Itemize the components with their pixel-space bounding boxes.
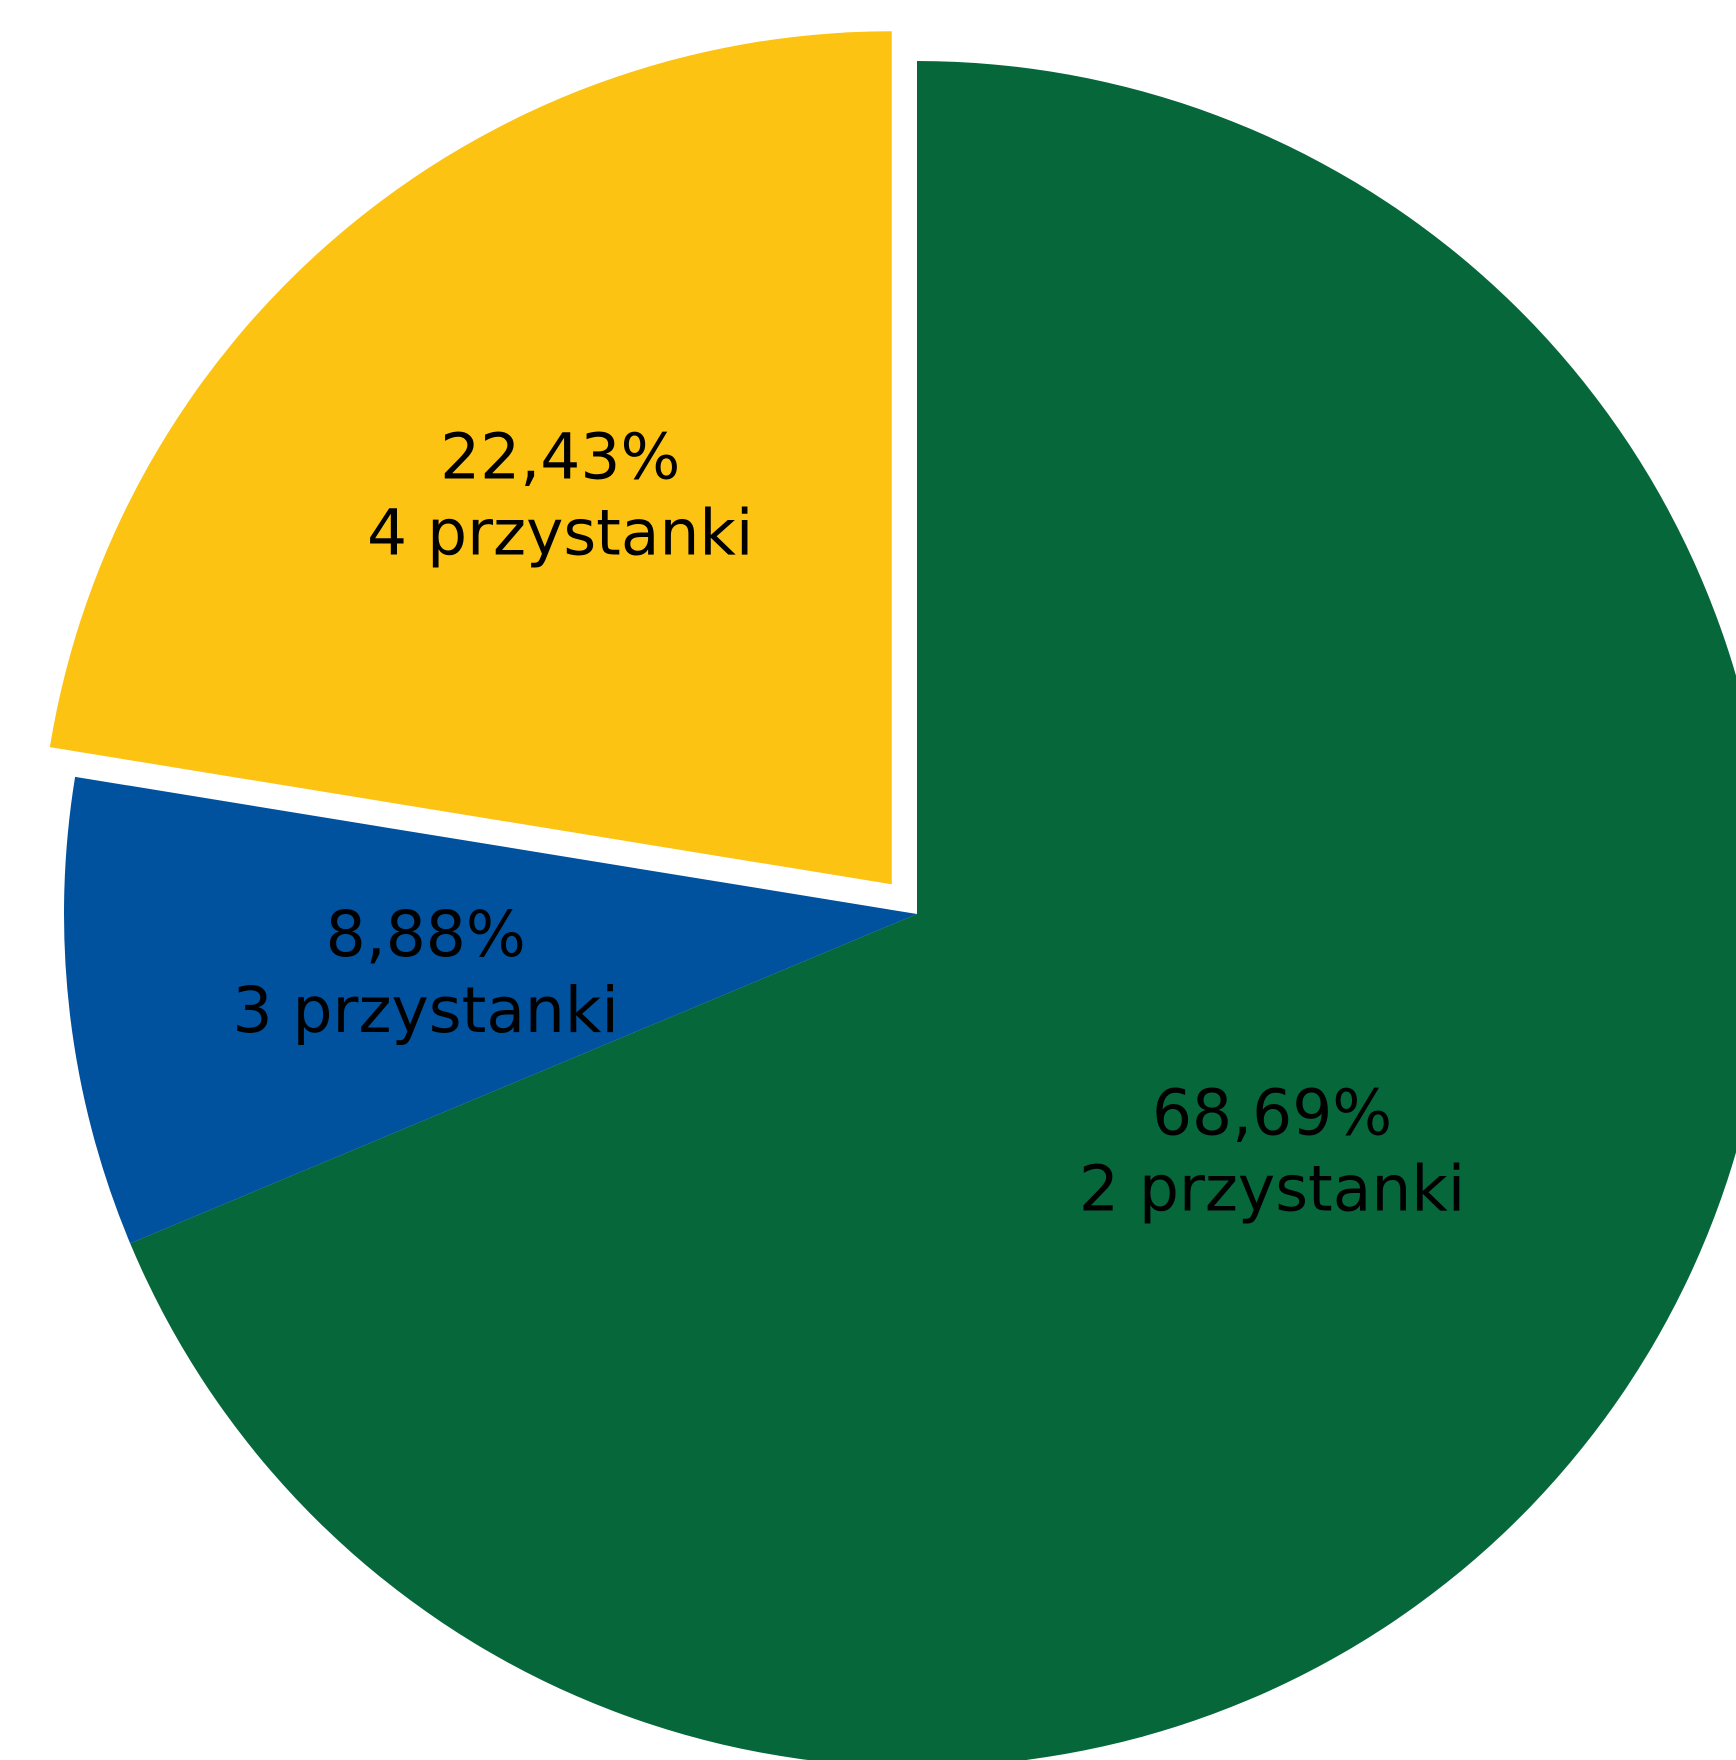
slice-percent-text: 68,69% — [1152, 1076, 1392, 1149]
pie-slice-1 — [130, 61, 1736, 1760]
slice-percent-text: 8,88% — [326, 898, 526, 971]
pie-slice-3 — [49, 31, 892, 885]
pie-slice-label-1: 68,69% 2 przystanki — [1079, 1076, 1465, 1225]
slice-category-text: 4 przystanki — [367, 496, 753, 569]
slice-category-text: 3 przystanki — [232, 974, 618, 1047]
pie-slice-label-2: 8,88% 3 przystanki — [232, 898, 618, 1047]
pie-slice-2 — [63, 776, 917, 1244]
pie-slices — [49, 31, 1736, 1760]
slice-category-text: 2 przystanki — [1079, 1152, 1465, 1225]
pie-slice-label-3: 22,43% 4 przystanki — [367, 420, 753, 569]
slice-percent-text: 22,43% — [440, 420, 680, 493]
pie-labels: 68,69% 2 przystanki 8,88% 3 przystanki 22,43… — [232, 420, 1465, 1225]
